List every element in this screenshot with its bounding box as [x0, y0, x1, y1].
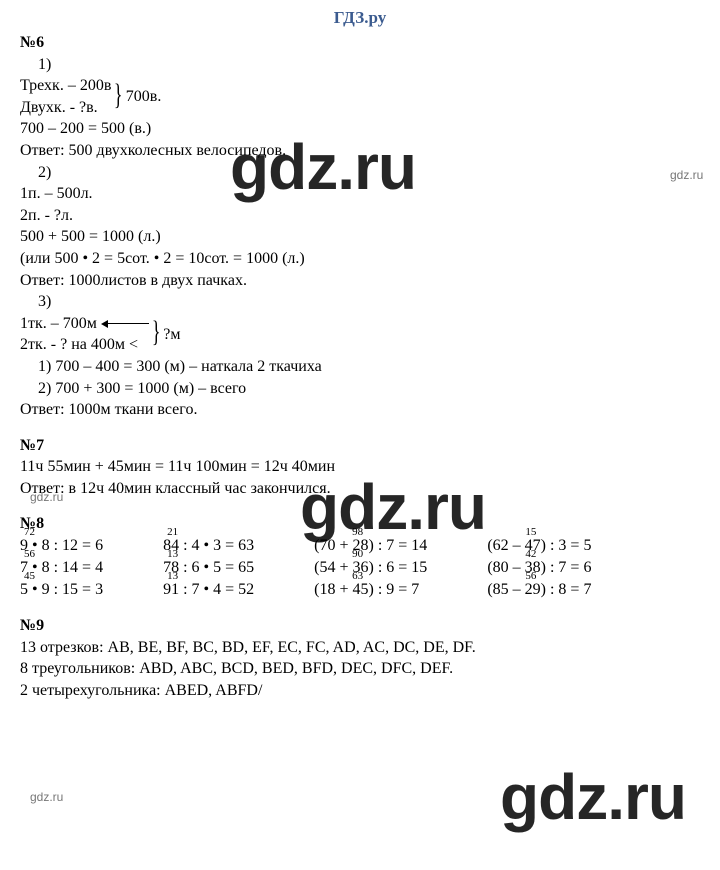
p6-s1-ans: Ответ: 500 двухколесных велосипедов. [20, 140, 710, 162]
page-content: №6 1) Трехк. – 200в Двухк. - ?в. } 700в.… [0, 32, 720, 701]
p8-sup: 56 [24, 547, 35, 562]
p9-l3: 2 четырехугольника: ABED, ABFD/ [20, 680, 710, 702]
p6-s2-l2: 2п. - ?л. [20, 205, 710, 227]
brace-icon: } [114, 85, 123, 105]
brace-icon: } [152, 322, 161, 342]
p6-s1-num: 1) [20, 54, 710, 76]
p6-s2-num: 2) [20, 162, 710, 184]
p8-sup: 98 [352, 525, 363, 540]
p6-s2-l1: 1п. – 500л. [20, 183, 710, 205]
p8-eq: (62 – 47) : 3 = 5 [487, 537, 591, 554]
site-header: ГДЗ.ру [0, 0, 720, 32]
problem-7-title: №7 [20, 435, 710, 457]
p6-s2-calc: 500 + 500 = 1000 (л.) [20, 226, 710, 248]
p8-sup: 90 [352, 547, 363, 562]
p6-s3-ans: Ответ: 1000м ткани всего. [20, 399, 710, 421]
p8-eq: (80 – 38) : 7 = 6 [487, 559, 591, 576]
p6-s3-num: 3) [20, 291, 710, 313]
p6-s2-ans: Ответ: 1000листов в двух пачках. [20, 270, 710, 292]
problem-9-title: №9 [20, 615, 710, 637]
p9-l2: 8 треугольников: ABD, ABC, BCD, BED, BFD… [20, 658, 710, 680]
p8-sup: 63 [352, 569, 363, 584]
p8-sup: 72 [24, 525, 35, 540]
p8-eq: (18 + 45) : 9 = 7 [314, 581, 419, 598]
p8-sup: 45 [24, 569, 35, 584]
p8-eq: (54 + 36) : 6 = 15 [314, 559, 427, 576]
p8-grid: 729 • 8 : 12 = 6 567 • 8 : 14 = 4 455 • … [20, 535, 710, 601]
watermark-small: gdz.ru [30, 790, 63, 804]
p8-sup: 13 [167, 569, 178, 584]
problem-8-title: №8 [20, 513, 710, 535]
problem-6-title: №6 [20, 32, 710, 54]
p6-s1-l2: Двухк. - ?в. [20, 97, 111, 119]
p6-s3-l1: 1тк. – 700м [20, 315, 97, 332]
p8-sup: 21 [167, 525, 178, 540]
p8-sup: 13 [167, 547, 178, 562]
p7-ans: Ответ: в 12ч 40мин классный час закончил… [20, 478, 710, 500]
p6-s1-brace-val: 700в. [126, 86, 162, 108]
p6-s1-calc: 700 – 200 = 500 (в.) [20, 118, 710, 140]
p8-sup: 42 [525, 547, 536, 562]
p6-s3-c2: 2) 700 + 300 = 1000 (м) – всего [20, 378, 710, 400]
p6-s2-alt: (или 500 • 2 = 5сот. • 2 = 10сот. = 1000… [20, 248, 710, 270]
p9-l1: 13 отрезков: AB, BE, BF, BC, BD, EF, EC,… [20, 637, 710, 659]
p6-s3-c1: 1) 700 – 400 = 300 (м) – наткала 2 ткачи… [20, 356, 710, 378]
arrow-back-icon [101, 319, 149, 329]
p8-sup: 15 [525, 525, 536, 540]
p7-l1: 11ч 55мин + 45мин = 11ч 100мин = 12ч 40м… [20, 456, 710, 478]
p8-eq: (85 – 29) : 8 = 7 [487, 581, 591, 598]
p8-sup: 56 [525, 569, 536, 584]
p6-s1-l1: Трехк. – 200в [20, 75, 111, 97]
watermark-big: gdz.ru [500, 760, 686, 834]
p6-s3-l2: 2тк. - ? на 400м < [20, 334, 149, 356]
p8-eq: (70 + 28) : 7 = 14 [314, 537, 427, 554]
p6-s3-brace-val: ?м [163, 324, 180, 346]
